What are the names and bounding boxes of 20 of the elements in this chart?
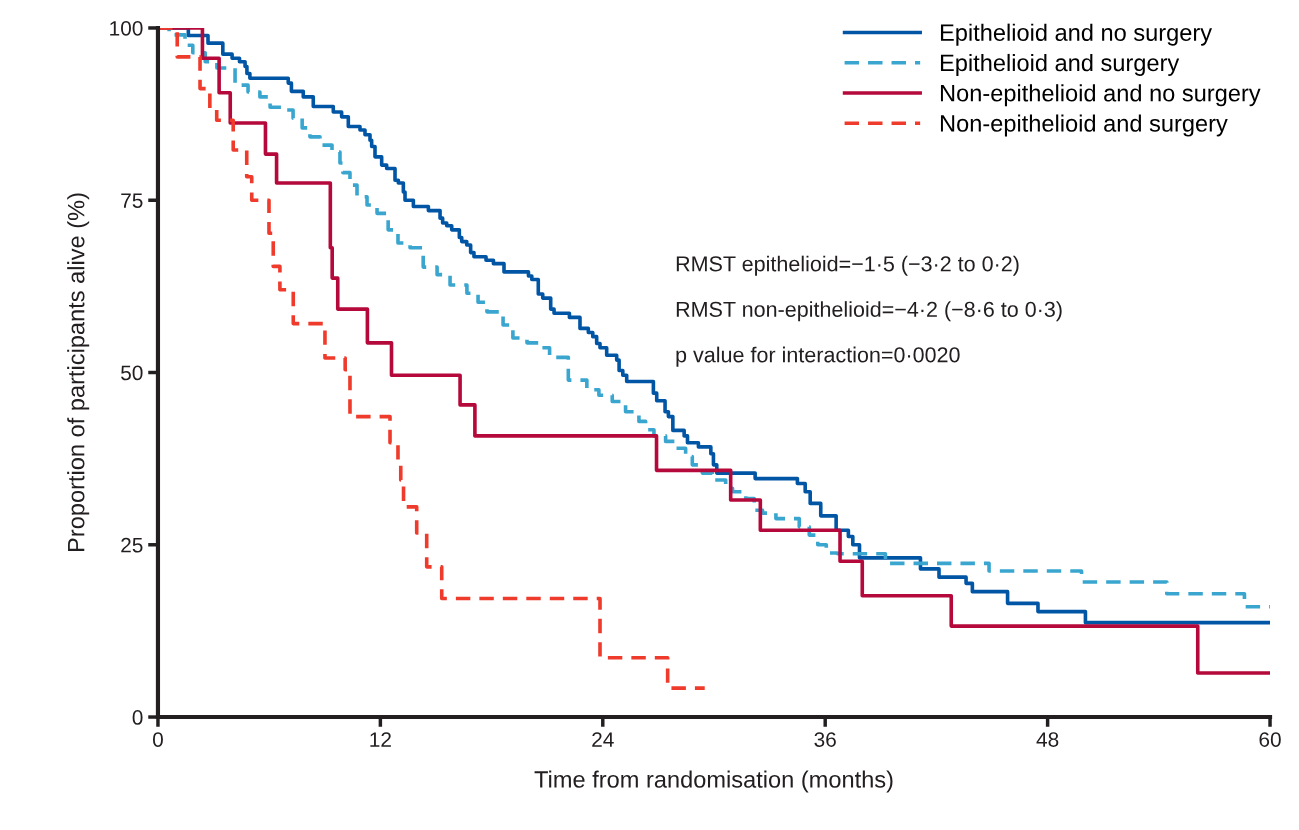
legend-label: Epithelioid and surgery [940,53,1180,76]
x-tick-label: 60 [1259,732,1281,747]
x-axis-title: Time from randomisation (months) [534,770,893,793]
x-tick-label: 12 [370,732,391,747]
y-tick-label: 0 [132,710,143,725]
legend-label: Non-epithelioid and surgery [940,114,1228,137]
x-tick-label: 48 [1036,732,1059,747]
x-tick-label: 36 [814,732,836,747]
legend-label: Non-epithelioid and no surgery [940,84,1261,107]
annotation: p value for interaction=0·0020 [676,346,960,367]
y-axis-title: Proportion of participants alive (%) [67,193,90,551]
annotation: RMST epithelioid=−1·5 (−3·2 to 0·2) [676,255,1019,276]
x-tick-label: 24 [592,732,614,747]
legend-label: Epithelioid and no surgery [940,23,1213,46]
annotation: RMST non-epithelioid=−4·2 (−8·6 to 0·3) [676,301,1062,322]
x-tick-label: 0 [152,732,163,747]
y-tick-label: 50 [121,365,143,381]
y-tick-label: 75 [121,193,143,208]
y-tick-label: 25 [121,537,143,553]
y-tick-label: 100 [110,20,143,36]
